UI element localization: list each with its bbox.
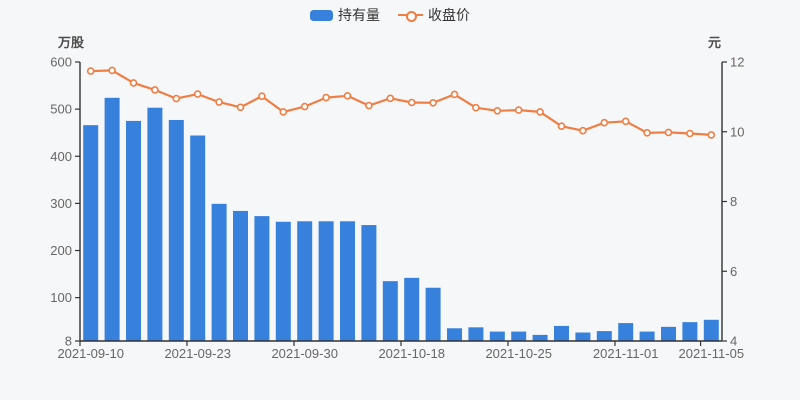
price-point-marker	[343, 92, 352, 100]
price-point-marker	[215, 98, 223, 106]
price-point-marker	[129, 79, 138, 87]
left-axis-unit-label: 万股	[58, 35, 85, 50]
left-axis-tick-label: 200	[50, 243, 72, 258]
holdings-bar	[382, 281, 398, 341]
price-point-marker	[707, 131, 716, 139]
x-axis-tick-label: 2021-11-01	[593, 346, 659, 361]
right-axis-tick-label: 12	[730, 55, 744, 70]
holdings-bar	[682, 322, 698, 341]
price-point-marker	[407, 98, 416, 107]
price-point-marker	[236, 103, 245, 112]
price-point-marker	[108, 66, 116, 75]
holdings-bar	[596, 331, 612, 341]
right-axis-tick-label: 8	[730, 194, 737, 209]
holdings-bar	[104, 97, 120, 341]
holdings-bar	[190, 135, 206, 341]
price-point-marker	[514, 106, 523, 114]
left-axis-tick-label: 8	[65, 334, 72, 349]
left-axis-tick-label: 600	[50, 55, 72, 70]
holdings-bar	[147, 107, 163, 342]
left-axis-tick-label: 500	[50, 102, 72, 117]
right-axis-tick-label: 4	[730, 334, 737, 349]
holdings-bar	[83, 125, 99, 342]
price-point-marker	[621, 117, 630, 126]
legend-label-holdings: 持有量	[338, 7, 380, 23]
holdings-bar	[618, 323, 634, 341]
price-point-marker	[258, 92, 266, 100]
price-point-marker	[279, 108, 288, 116]
legend-item-close-price[interactable]: 收盘价	[398, 7, 470, 23]
holdings-bar	[511, 331, 527, 341]
price-point-marker	[300, 102, 309, 111]
price-point-marker	[686, 129, 694, 138]
left-axis-tick-label: 400	[50, 149, 72, 164]
price-point-marker	[193, 90, 202, 98]
price-point-marker	[579, 126, 587, 135]
holdings-bar	[532, 334, 548, 341]
legend: 持有量 收盘价	[310, 7, 470, 23]
price-point-marker	[493, 107, 502, 115]
holdings-bar	[275, 221, 291, 341]
holdings-bar	[661, 326, 676, 341]
price-point-marker	[450, 90, 459, 99]
price-point-marker	[86, 67, 95, 75]
holdings-bar	[126, 120, 141, 341]
price-point-marker	[322, 93, 330, 102]
x-axis-tick-label: 2021-10-18	[378, 346, 445, 361]
x-axis-tick-label: 2021-11-05	[679, 346, 745, 361]
price-point-marker	[472, 103, 480, 112]
left-axis-tick-label: 300	[50, 196, 72, 211]
holdings-bar-legend-icon	[310, 9, 333, 21]
price-point-marker	[643, 129, 651, 137]
price-point-marker	[557, 122, 566, 130]
holdings-bar	[703, 319, 719, 341]
holdings-bar	[404, 277, 420, 341]
holdings-bar	[340, 221, 355, 341]
right-axis-tick-label: 6	[730, 264, 737, 279]
holdings-bar	[233, 210, 248, 341]
holdings-bar	[468, 327, 484, 341]
holdings-bar	[211, 203, 227, 341]
price-point-marker	[429, 99, 437, 107]
holdings-bar	[447, 328, 462, 341]
price-point-marker	[151, 86, 159, 94]
legend-item-holdings[interactable]: 持有量	[310, 7, 380, 23]
holdings-bar	[361, 225, 377, 341]
holdings-bar	[254, 216, 270, 341]
holdings-bar	[168, 119, 184, 341]
close-price-line-legend-icon	[398, 10, 423, 22]
right-axis-unit-label: 元	[708, 35, 722, 50]
price-point-marker	[386, 94, 395, 103]
holdings-bar	[318, 221, 334, 341]
holdings-bar	[425, 287, 441, 341]
x-axis-tick-label: 2021-09-10	[57, 346, 124, 361]
holdings-bar	[489, 331, 505, 341]
left-axis-tick-label: 100	[50, 290, 72, 305]
x-axis-tick-label: 2021-09-23	[164, 346, 231, 361]
price-point-marker	[664, 128, 673, 137]
holdings-bar	[639, 331, 655, 341]
holdings-bar	[297, 221, 313, 341]
right-axis-tick-label: 10	[730, 124, 744, 139]
x-axis-tick-label: 2021-10-25	[485, 346, 552, 361]
holdings-bar	[575, 332, 591, 341]
holdings-bar	[554, 325, 569, 341]
price-point-marker	[365, 101, 373, 110]
price-point-marker	[536, 108, 544, 116]
price-point-marker	[172, 94, 181, 103]
legend-label-close-price: 收盘价	[428, 7, 470, 23]
x-axis-tick-label: 2021-09-30	[271, 346, 338, 361]
price-point-marker	[600, 118, 609, 127]
